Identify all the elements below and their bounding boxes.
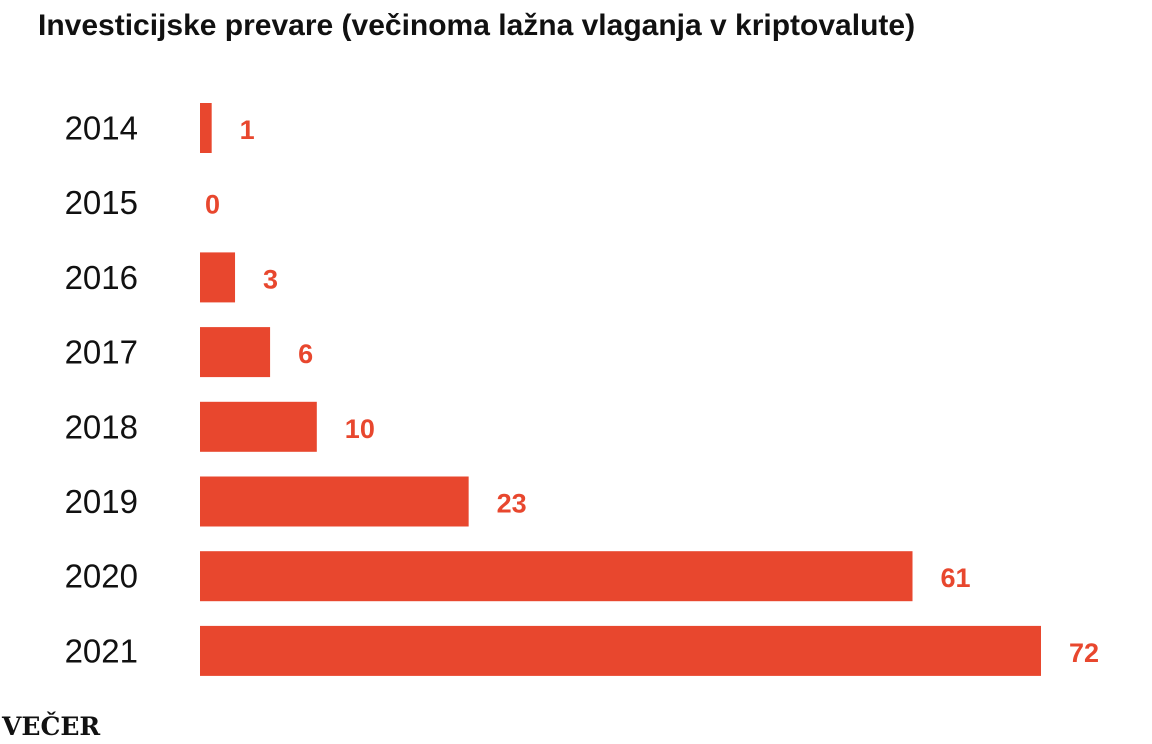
value-label-2016: 3 bbox=[263, 264, 278, 294]
category-label-2016: 2016 bbox=[65, 259, 138, 296]
chart-title: Investicijske prevare (večinoma lažna vl… bbox=[38, 9, 916, 42]
category-label-2015: 2015 bbox=[65, 184, 138, 221]
category-label-2021: 2021 bbox=[65, 632, 138, 669]
value-label-2017: 6 bbox=[298, 339, 313, 369]
bar-2018 bbox=[200, 401, 317, 452]
bar-2014 bbox=[200, 103, 212, 153]
category-label-2017: 2017 bbox=[65, 334, 138, 371]
value-label-2019: 23 bbox=[497, 489, 527, 519]
category-label-2019: 2019 bbox=[65, 483, 138, 520]
value-label-2018: 10 bbox=[345, 414, 375, 444]
vecer-logo: VEČER bbox=[2, 712, 101, 741]
category-label-2020: 2020 bbox=[65, 558, 138, 595]
value-label-2014: 1 bbox=[240, 115, 255, 145]
value-label-2020: 61 bbox=[941, 563, 971, 593]
category-label-2014: 2014 bbox=[65, 110, 138, 147]
bar-2019 bbox=[200, 476, 469, 527]
value-label-2021: 72 bbox=[1069, 638, 1099, 668]
value-label-2015: 0 bbox=[205, 190, 220, 220]
bar-2016 bbox=[200, 252, 236, 303]
category-label-2018: 2018 bbox=[65, 408, 138, 445]
bar-2020 bbox=[200, 551, 913, 602]
bars-group: 2014 1 2015 0 2016 3 2017 6 2018 10 2019 23 2020 61 20… bbox=[65, 103, 1099, 676]
bar-2017 bbox=[200, 327, 271, 378]
bar-2021 bbox=[200, 625, 1041, 676]
